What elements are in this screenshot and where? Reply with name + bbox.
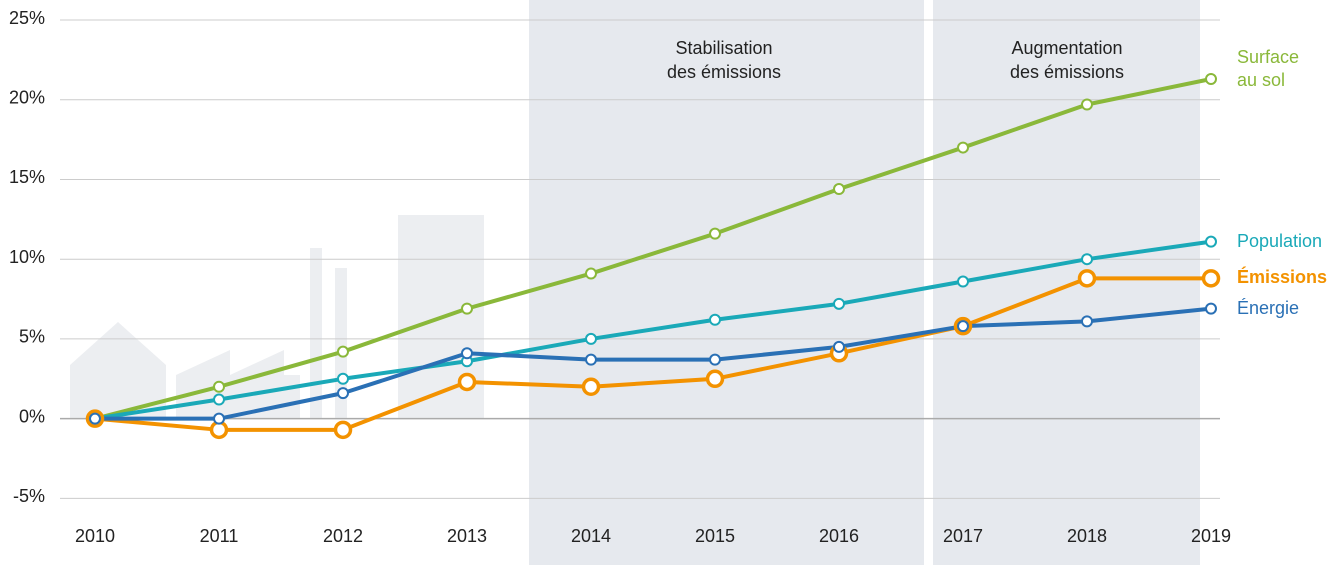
point-marker <box>709 227 721 240</box>
point-marker <box>1205 235 1217 248</box>
point-marker <box>957 141 969 154</box>
point-marker <box>1077 269 1097 288</box>
series-label: Émissions <box>1237 267 1328 288</box>
point-marker <box>957 275 969 288</box>
period-band <box>933 0 1200 565</box>
x-tick-label: 2010 <box>75 526 115 546</box>
point-marker <box>585 332 597 345</box>
x-tick-label: 2012 <box>323 526 363 546</box>
series-label: Énergie <box>1237 297 1300 318</box>
point-marker <box>213 412 225 425</box>
point-marker <box>337 372 349 385</box>
point-marker <box>213 393 225 406</box>
y-tick-label: 20% <box>9 87 45 107</box>
point-marker <box>1201 269 1221 288</box>
point-marker <box>833 340 845 353</box>
x-tick-label: 2018 <box>1067 526 1107 546</box>
annotation: Stabilisation <box>675 38 772 58</box>
x-tick-label: 2014 <box>571 526 611 546</box>
chimney <box>310 248 322 419</box>
annotation: des émissions <box>667 62 781 82</box>
x-tick-label: 2019 <box>1191 526 1231 546</box>
point-marker <box>833 297 845 310</box>
point-marker <box>581 377 601 397</box>
series-label: Population <box>1237 230 1323 251</box>
point-marker <box>1205 73 1217 86</box>
y-tick-label: -5% <box>13 486 45 506</box>
x-tick-label: 2017 <box>943 526 983 546</box>
background-buildings <box>70 215 484 419</box>
point-marker <box>457 372 477 392</box>
annotation: Augmentation <box>1011 38 1122 58</box>
period-band <box>529 0 924 565</box>
point-marker <box>1205 302 1217 315</box>
y-tick-label: 25% <box>9 8 45 28</box>
y-tick-label: 0% <box>19 406 45 426</box>
point-marker <box>89 412 101 425</box>
point-marker <box>585 267 597 280</box>
x-tick-label: 2015 <box>695 526 735 546</box>
point-marker <box>1081 315 1093 328</box>
point-marker <box>1081 98 1093 111</box>
y-tick-label: 10% <box>9 247 45 267</box>
house <box>70 322 166 419</box>
series-line <box>94 77 1212 421</box>
series-line <box>94 239 1212 421</box>
series-label: Surface au sol <box>1237 47 1300 90</box>
x-tick-label: 2013 <box>447 526 487 546</box>
series-line <box>95 306 1212 421</box>
point-marker <box>1081 253 1093 266</box>
point-marker <box>957 320 969 333</box>
point-marker <box>337 387 349 400</box>
point-marker <box>337 345 349 358</box>
annotation: des émissions <box>1010 62 1124 82</box>
x-tick-label: 2011 <box>200 526 239 546</box>
point-marker <box>709 313 721 326</box>
point-marker <box>585 353 597 366</box>
x-tick-label: 2016 <box>819 526 859 546</box>
factory <box>176 350 300 419</box>
point-marker <box>213 380 225 393</box>
point-marker <box>461 347 473 360</box>
y-tick-label: 5% <box>19 327 45 347</box>
point-marker <box>833 183 845 196</box>
series-line <box>94 276 1211 432</box>
point-marker <box>709 353 721 366</box>
y-tick-label: 15% <box>9 167 45 187</box>
point-marker <box>333 420 353 440</box>
point-marker <box>705 369 725 389</box>
point-marker <box>461 302 473 315</box>
